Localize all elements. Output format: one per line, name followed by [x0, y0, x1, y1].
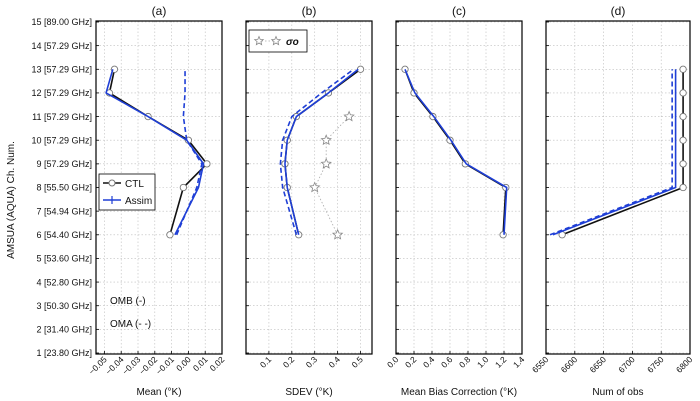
x-tick-label: −0.01 [154, 354, 176, 376]
series-line-1 [284, 68, 359, 235]
series-line-3 [314, 116, 350, 235]
y-tick-label: 4 [52.80 GHz] [36, 277, 92, 287]
x-tick-label: 0.8 [457, 354, 473, 370]
legend-a: CTL Assim [98, 173, 156, 211]
y-tick-label: 2 [31.40 GHz] [36, 325, 92, 335]
x-tick-label: 0.1 [258, 354, 274, 370]
series-line-2 [549, 69, 673, 236]
panel-title: (a) [152, 4, 167, 18]
panel-title: (c) [452, 4, 466, 18]
legend-star-icon [253, 35, 265, 46]
panels: −0.05−0.04−0.03−0.02−0.010.000.010.02(a)… [31, 4, 694, 398]
data-point [679, 183, 687, 192]
y-tick-label: 10 [57.29 GHz] [31, 135, 92, 145]
y-tick-label: 8 [55.50 GHz] [36, 183, 92, 193]
y-tick-label: 13 [57.29 GHz] [31, 64, 92, 74]
x-tick-label: −0.03 [120, 354, 142, 376]
series-line-1 [552, 69, 677, 236]
y-tick-label: 9 [57.29 GHz] [36, 159, 92, 169]
data-point-star [331, 228, 344, 240]
panel-frame [395, 20, 523, 355]
x-tick-label: 0.0 [385, 354, 401, 370]
x-tick-label: 1.2 [493, 354, 509, 370]
annotation-omb: OMB (-) [110, 296, 146, 307]
x-axis-label: Num of obs [592, 387, 643, 398]
x-axis-label: Mean Bias Correction (°K) [401, 387, 517, 398]
data-point [166, 231, 174, 239]
x-tick-label: 0.00 [174, 354, 193, 373]
panel-c: 0.0 0.2 0.4 0.6 0.8 1.0 1.2 1.4 (c) Mean Bias Cor… [385, 4, 527, 398]
data-point-star [320, 157, 332, 169]
legend-label-assim: Assim [125, 196, 152, 207]
x-axis-label: Mean (°K) [136, 387, 181, 398]
y-tick-labels: 1 [23.80 GHz] 2 [31.40 GHz] 3 [50.30 GHz] 4… [31, 17, 92, 358]
y-tick-label: 12 [57.29 GHz] [31, 88, 92, 98]
x-tick-label: −0.04 [103, 354, 125, 376]
x-tick-label: 0.5 [350, 354, 366, 370]
x-axis-label: SDEV (°K) [285, 387, 332, 398]
x-tick-label: 1.0 [475, 354, 491, 370]
x-tick-label: 6650 [588, 354, 609, 375]
y-tick-label: 7 [54.94 GHz] [36, 206, 92, 216]
x-tick-label: 6750 [645, 354, 666, 375]
data-point-star [308, 181, 321, 193]
data-point [203, 160, 211, 168]
y-tick-label: 3 [50.30 GHz] [36, 301, 92, 311]
panel-title: (b) [302, 4, 317, 18]
data-point [499, 231, 507, 239]
panel-frame [95, 20, 223, 355]
series-line-1 [105, 69, 205, 236]
x-tick-label: 0.2 [403, 354, 419, 370]
legend-label-sigma: σo [286, 37, 299, 48]
data-point [679, 160, 687, 168]
series-line-0 [284, 68, 362, 235]
x-tick-label: 6800 [674, 354, 695, 375]
y-axis-label: AMSUA (AQUA) Ch. Num. [6, 141, 17, 259]
data-point [179, 183, 188, 192]
x-tick-label: 6700 [616, 354, 637, 375]
x-tick-label: 0.4 [421, 354, 437, 370]
x-tick-label: 0.2 [281, 354, 297, 370]
panel-b: 0.1 0.2 0.3 0.4 0.5 (b) SDEV (°K) [245, 4, 373, 398]
y-tick-label: 11 [57.29 GHz] [32, 112, 92, 122]
data-point [679, 136, 687, 144]
x-tick-label: 1.4 [511, 354, 527, 370]
series-line-2 [279, 68, 355, 236]
panel-frame [245, 20, 373, 355]
series-line-0 [404, 69, 507, 235]
series-line-0 [561, 69, 684, 236]
panel-d: 6550 6600 6650 6700 6750 6800 (d) Num of obs [530, 4, 695, 398]
y-tick-label: 5 [53.60 GHz] [36, 254, 92, 264]
x-tick-label: 0.02 [208, 354, 227, 373]
legend-box [98, 173, 156, 211]
legend-marker-ctl [108, 179, 116, 187]
x-tick-label: 0.01 [191, 354, 210, 373]
x-tick-label: 6550 [530, 354, 551, 375]
annotation-oma: OMA (- -) [110, 319, 151, 330]
panel-title: (d) [611, 4, 626, 18]
data-point [679, 89, 687, 97]
y-tick-label: 15 [89.00 GHz] [31, 17, 92, 27]
x-tick-label: 0.3 [304, 354, 320, 370]
data-point-star [343, 110, 355, 122]
panel-frame [545, 20, 691, 355]
legend-label-ctl: CTL [125, 179, 144, 190]
y-tick-label: 1 [23.80 GHz] [36, 348, 92, 358]
x-tick-label: 0.6 [439, 354, 455, 370]
data-point [679, 65, 687, 73]
data-point-star [320, 134, 332, 146]
data-point [679, 112, 687, 121]
data-point [401, 65, 409, 73]
legend-b: σo [248, 29, 308, 53]
series-line-1 [404, 68, 508, 235]
x-tick-label: 0.4 [327, 354, 343, 370]
legend-star-icon [270, 35, 282, 46]
y-tick-label: 14 [57.29 GHz] [31, 41, 92, 51]
x-tick-label: 6600 [559, 354, 580, 375]
y-tick-label: 6 [54.40 GHz] [36, 230, 92, 240]
data-point [356, 65, 365, 73]
series-line-2 [175, 69, 203, 236]
